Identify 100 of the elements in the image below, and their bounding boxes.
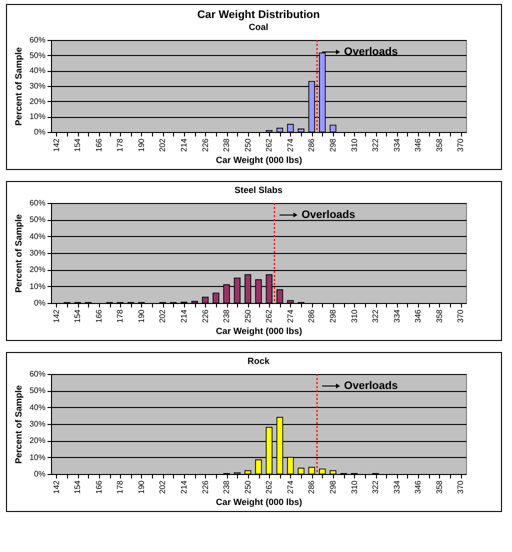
x-tick-label: 166	[94, 138, 104, 152]
x-tick-label: 166	[94, 480, 104, 494]
y-tick-label: 20%	[29, 265, 46, 274]
x-tick-label: 358	[434, 480, 444, 494]
x-tick-label: 346	[414, 480, 423, 494]
bar	[298, 128, 304, 132]
x-tick-label: 250	[243, 308, 252, 323]
y-tick-label: 10%	[29, 282, 46, 291]
x-tick-label: 202	[158, 308, 168, 323]
bar	[330, 470, 336, 474]
chart-subtitle: Coal	[248, 22, 268, 32]
x-tick-label: 358	[434, 138, 444, 152]
x-tick-label: 262	[264, 308, 274, 323]
x-tick-label: 154	[73, 308, 82, 323]
x-tick-label: 274	[286, 308, 295, 323]
x-tick-label: 202	[158, 138, 168, 152]
x-tick-label: 262	[264, 480, 274, 494]
x-tick-label: 142	[52, 308, 61, 323]
x-tick-label: 238	[222, 138, 232, 152]
ref-line-label: Overloads	[301, 209, 356, 221]
y-tick-label: 30%	[29, 420, 46, 428]
x-tick-label: 154	[73, 480, 82, 494]
x-tick-label: 274	[286, 138, 295, 152]
x-tick-label: 190	[136, 308, 146, 323]
y-axis-title: Percent of Sample	[13, 214, 24, 293]
y-tick-label: 60%	[29, 370, 46, 378]
x-tick-label: 310	[350, 480, 359, 494]
x-tick-label: 310	[350, 308, 359, 323]
x-tick-label: 298	[328, 480, 338, 494]
x-tick-label: 202	[158, 480, 168, 494]
bar	[287, 124, 294, 132]
bar	[202, 296, 209, 304]
x-tick-label: 178	[116, 138, 125, 152]
y-tick-label: 0%	[34, 470, 46, 478]
x-tick-label: 250	[243, 480, 252, 494]
bar	[244, 470, 252, 474]
bar	[212, 292, 220, 304]
y-tick-label: 50%	[29, 215, 46, 224]
x-tick-label: 286	[307, 308, 316, 323]
y-tick-label: 30%	[29, 82, 46, 90]
y-tick-label: 20%	[29, 436, 46, 446]
x-tick-label: 334	[392, 308, 402, 323]
y-tick-label: 50%	[29, 386, 46, 396]
x-tick-label: 178	[116, 480, 125, 494]
x-tick-label: 214	[180, 308, 189, 323]
x-tick-label: 346	[414, 138, 423, 152]
x-tick-label: 298	[328, 138, 338, 152]
x-tick-label: 166	[94, 308, 104, 323]
x-tick-label: 226	[200, 308, 210, 323]
y-tick-label: 0%	[34, 128, 46, 136]
x-tick-label: 334	[392, 138, 402, 152]
x-tick-label: 226	[200, 480, 210, 494]
x-tick-label: 322	[371, 308, 380, 323]
y-tick-label: 10%	[29, 112, 46, 122]
y-tick-label: 40%	[29, 232, 46, 241]
y-tick-label: 60%	[29, 36, 46, 44]
x-tick-label: 322	[371, 138, 380, 152]
y-tick-label: 0%	[34, 298, 46, 308]
y-tick-label: 40%	[29, 402, 46, 412]
bar	[276, 289, 284, 304]
x-tick-label: 190	[136, 480, 146, 494]
x-tick-label: 370	[456, 480, 466, 494]
x-tick-label: 238	[222, 308, 232, 323]
x-tick-label: 274	[286, 480, 295, 494]
x-axis-title: Car Weight (000 lbs)	[216, 326, 302, 336]
x-tick-label: 142	[52, 138, 61, 152]
y-tick-label: 50%	[29, 50, 46, 60]
x-tick-label: 142	[52, 480, 61, 494]
x-axis-title: Car Weight (000 lbs)	[216, 496, 302, 507]
y-tick-label: 60%	[29, 198, 46, 208]
x-axis-title: Car Weight (000 lbs)	[216, 154, 302, 165]
bar	[308, 466, 316, 474]
x-tick-label: 346	[414, 308, 423, 323]
x-tick-label: 214	[180, 480, 189, 494]
chart-title: Rock	[247, 356, 270, 366]
y-tick-label: 20%	[29, 96, 46, 106]
x-tick-label: 214	[180, 138, 189, 152]
y-tick-label: 10%	[29, 452, 46, 462]
x-tick-label: 322	[371, 480, 380, 494]
bar	[319, 468, 326, 474]
bar	[298, 468, 304, 474]
y-axis-title: Percent of Sample	[13, 47, 24, 126]
x-tick-label: 370	[456, 308, 466, 323]
x-tick-label: 178	[116, 308, 125, 323]
x-tick-label: 310	[350, 138, 359, 152]
y-tick-label: 40%	[29, 66, 46, 76]
x-tick-label: 154	[73, 138, 82, 152]
chart-title: Car Weight Distribution	[197, 9, 320, 21]
x-tick-label: 238	[222, 480, 232, 494]
x-tick-label: 286	[307, 480, 316, 494]
x-tick-label: 286	[307, 138, 316, 152]
x-tick-label: 226	[200, 138, 210, 152]
y-tick-label: 30%	[29, 248, 46, 258]
y-axis-title: Percent of Sample	[13, 385, 24, 464]
bar	[276, 128, 284, 132]
x-tick-label: 370	[456, 138, 466, 152]
bar	[330, 124, 336, 132]
x-tick-label: 250	[243, 138, 252, 152]
x-tick-label: 262	[264, 138, 274, 152]
chart-title: Steel Slabs	[234, 185, 283, 195]
